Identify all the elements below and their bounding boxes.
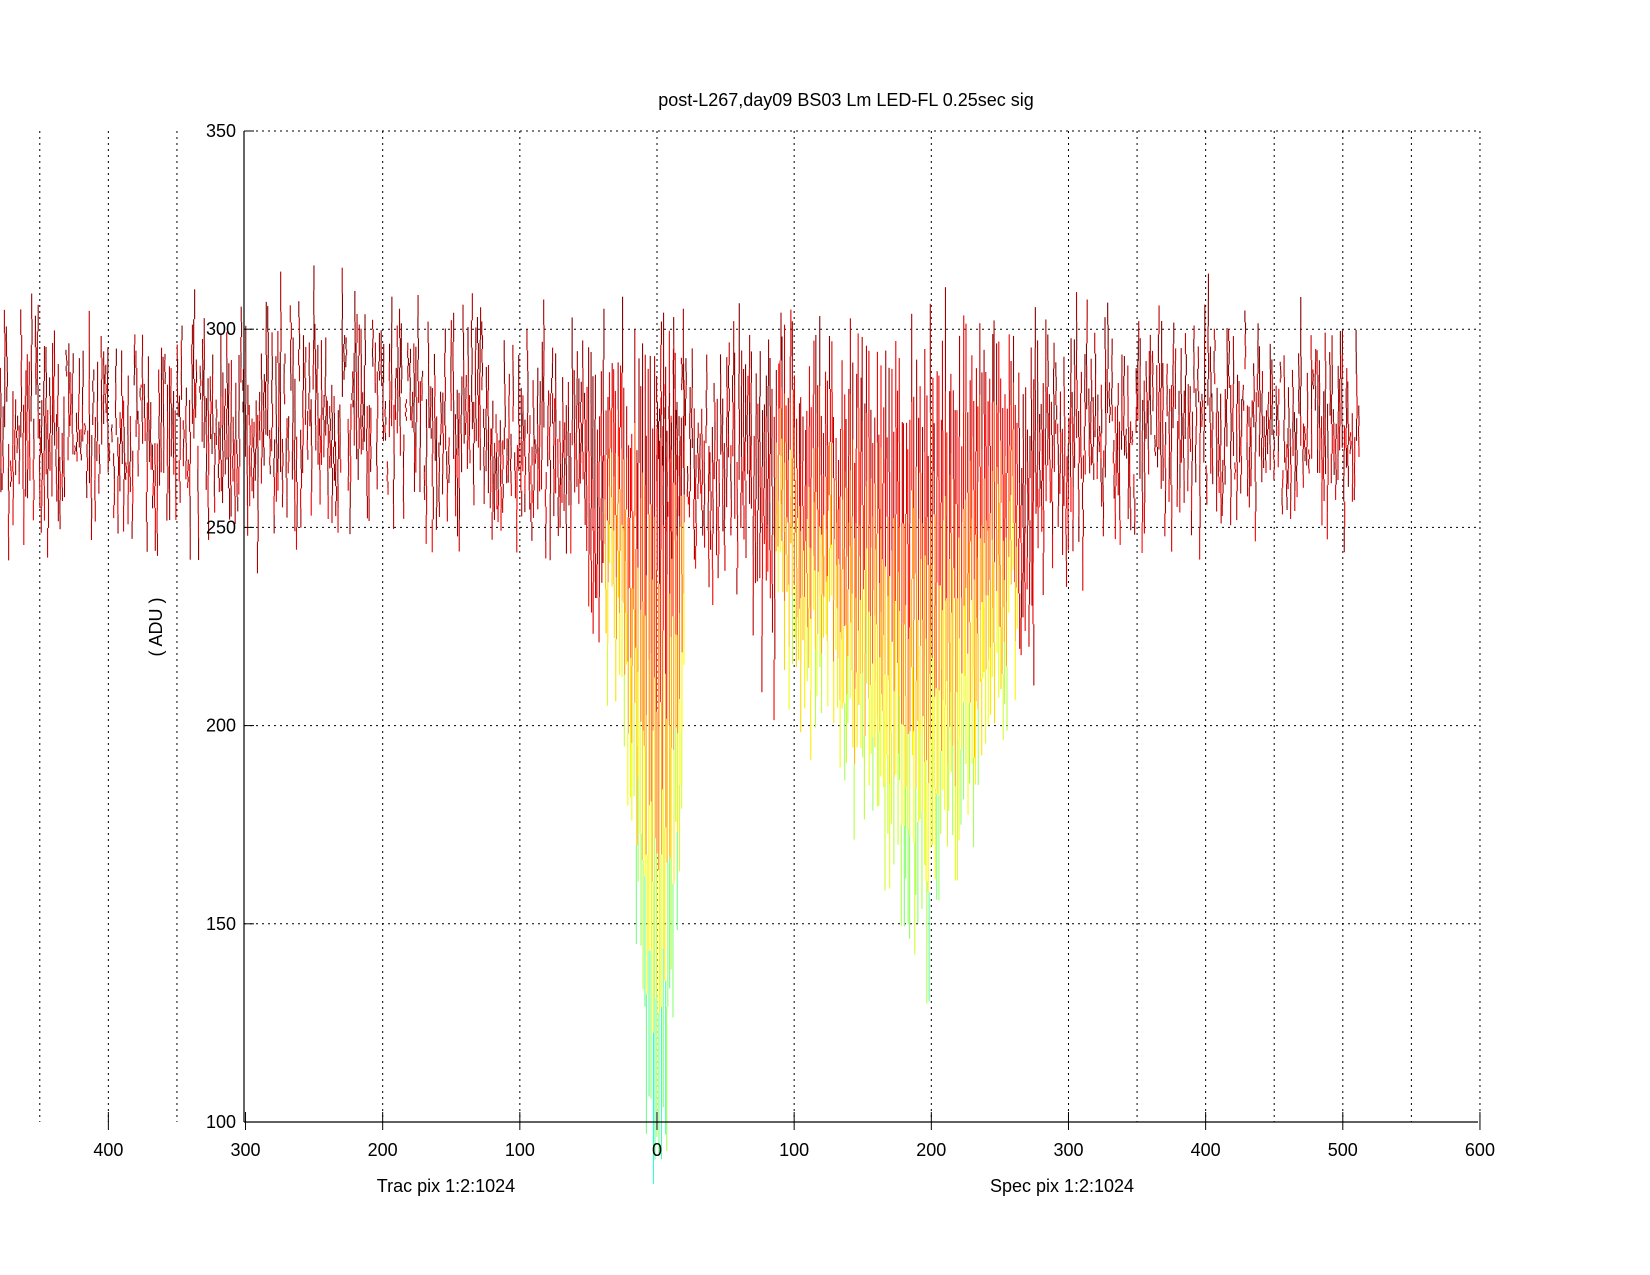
x-tick-label: 0 [652, 1140, 662, 1160]
x-tick-label: 200 [368, 1140, 398, 1160]
x-axis-label-spec: Spec pix 1:2:1024 [990, 1176, 1134, 1196]
grid-layer [39, 130, 1481, 1122]
axes-layer: 100 150 200 250 300 350 600 500 400 300 200 100 0 100… [93, 121, 1495, 1160]
y-tick-label: 100 [206, 1112, 236, 1132]
x-tick-label: 100 [779, 1140, 809, 1160]
y-tick-label: 200 [206, 716, 236, 736]
x-tick-label: 300 [1053, 1140, 1083, 1160]
x-tick-label: 600 [1465, 1140, 1495, 1160]
x-tick-label: 400 [93, 1140, 123, 1160]
y-tick-label: 150 [206, 914, 236, 934]
series-spec [656, 273, 1360, 1004]
y-tick-label: 250 [206, 517, 236, 537]
data-layer [0, 265, 1360, 1184]
series-trac [0, 265, 685, 1184]
x-tick-label: 300 [230, 1140, 260, 1160]
y-axis-label: ( ADU ) [146, 597, 166, 656]
x-tick-label: 100 [505, 1140, 535, 1160]
x-axis-label-trac: Trac pix 1:2:1024 [377, 1176, 515, 1196]
y-tick-label: 350 [206, 121, 236, 141]
chart-title: post-L267,day09 BS03 Lm LED-FL 0.25sec s… [658, 90, 1034, 110]
x-tick-label: 200 [916, 1140, 946, 1160]
x-tick-label: 500 [1328, 1140, 1358, 1160]
x-tick-label: 400 [1191, 1140, 1221, 1160]
y-tick-label: 300 [206, 319, 236, 339]
